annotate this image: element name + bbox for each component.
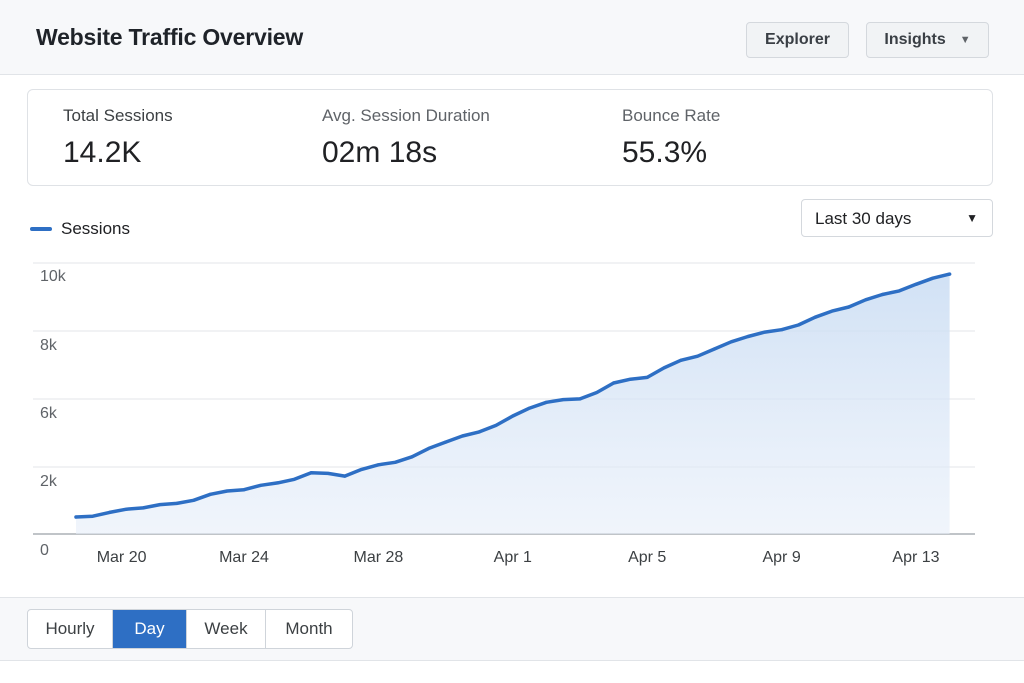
- timescale-label: Hourly: [45, 619, 95, 638]
- y-tick-label: 8k: [40, 337, 58, 354]
- sessions-data-point: [914, 282, 918, 286]
- sessions-data-point: [544, 400, 549, 404]
- timescale-hourly-button[interactable]: Hourly: [28, 610, 113, 648]
- sessions-data-point: [813, 315, 817, 319]
- caret-down-icon: ▼: [959, 34, 971, 46]
- sessions-data-point: [309, 471, 313, 475]
- timescale-segmented-control: Hourly Day Week Month: [27, 609, 353, 649]
- sessions-data-point: [612, 381, 616, 385]
- sessions-data-point: [880, 292, 885, 297]
- x-tick-label: Apr 5: [628, 549, 666, 566]
- sessions-data-point: [645, 375, 649, 379]
- sessions-data-point: [376, 463, 380, 467]
- timescale-bar: Hourly Day Week Month: [0, 597, 1024, 661]
- summary-stats-panel: Total Sessions 14.2K Avg. Session Durati…: [27, 89, 993, 186]
- explorer-button-label: Explorer: [765, 31, 830, 48]
- stat-label: Total Sessions: [63, 106, 173, 125]
- sessions-data-point: [208, 492, 212, 496]
- sessions-data-point: [410, 455, 414, 459]
- caret-down-icon: ▼: [966, 211, 978, 225]
- date-range-value: Last 30 days: [815, 209, 912, 228]
- sessions-data-point: [679, 358, 683, 362]
- sessions-data-point: [578, 397, 582, 401]
- page-header: Website Traffic Overview Explorer Insigh…: [0, 0, 1024, 75]
- timescale-week-button[interactable]: Week: [187, 610, 266, 648]
- stat-bounce-rate: Bounce Rate 55.3%: [622, 106, 720, 170]
- x-tick-label: Apr 9: [762, 549, 800, 566]
- sessions-data-point: [276, 481, 280, 485]
- stat-label: Bounce Rate: [622, 106, 721, 125]
- stat-total-sessions: Total Sessions 14.2K: [63, 106, 173, 170]
- timescale-label: Week: [204, 619, 248, 638]
- date-range-select[interactable]: Last 30 days ▼: [801, 199, 993, 237]
- y-tick-label: 6k: [40, 405, 58, 422]
- sessions-data-point: [74, 515, 78, 519]
- sessions-data-point: [746, 334, 750, 339]
- sessions-data-point: [511, 414, 515, 418]
- sessions-data-point: [444, 440, 448, 444]
- sessions-data-point: [343, 474, 347, 478]
- x-tick-label: Mar 28: [354, 549, 404, 566]
- sessions-area-fill: [76, 274, 950, 534]
- legend-label-sessions: Sessions: [61, 219, 130, 238]
- sessions-data-point: [780, 328, 784, 332]
- sessions-data-point: [108, 510, 112, 514]
- sessions-data-point: [242, 488, 246, 492]
- stat-label: Avg. Session Duration: [322, 106, 490, 125]
- x-tick-label: Apr 1: [494, 549, 532, 566]
- sessions-data-point: [141, 506, 145, 510]
- sessions-data-point: [948, 272, 952, 276]
- page-title: Website Traffic Overview: [36, 24, 304, 50]
- legend-swatch-sessions: [30, 227, 52, 231]
- sessions-data-point: [712, 347, 717, 351]
- timescale-label: Month: [285, 619, 333, 638]
- timescale-month-button[interactable]: Month: [266, 610, 352, 648]
- stat-avg-session-duration: Avg. Session Duration 02m 18s: [322, 106, 490, 170]
- y-tick-label: 2k: [40, 473, 58, 490]
- explorer-button[interactable]: Explorer: [746, 22, 849, 58]
- sessions-data-point: [477, 430, 481, 434]
- x-tick-label: Mar 20: [97, 549, 147, 566]
- chart-legend: Sessions: [30, 219, 130, 239]
- sessions-data-point: [175, 501, 179, 505]
- insights-button-label: Insights: [884, 31, 946, 48]
- sessions-data-point: [847, 305, 851, 309]
- stat-value: 02m 18s: [322, 136, 438, 169]
- x-tick-label: Apr 13: [892, 549, 939, 566]
- stat-value: 14.2K: [63, 136, 142, 169]
- timescale-label: Day: [134, 619, 165, 638]
- x-tick-label: Mar 24: [219, 549, 269, 566]
- timescale-day-button[interactable]: Day: [113, 610, 187, 648]
- y-tick-label: 10k: [40, 268, 67, 285]
- insights-dropdown-button[interactable]: Insights ▼: [866, 22, 989, 58]
- y-tick-label: 0: [40, 542, 49, 559]
- sessions-line-chart: 10k 8k 6k 2k 0 Mar 20 Mar 24 Mar 28 Apr 1 Apr 5 Ap…: [33, 262, 975, 566]
- stat-value: 55.3%: [622, 136, 708, 169]
